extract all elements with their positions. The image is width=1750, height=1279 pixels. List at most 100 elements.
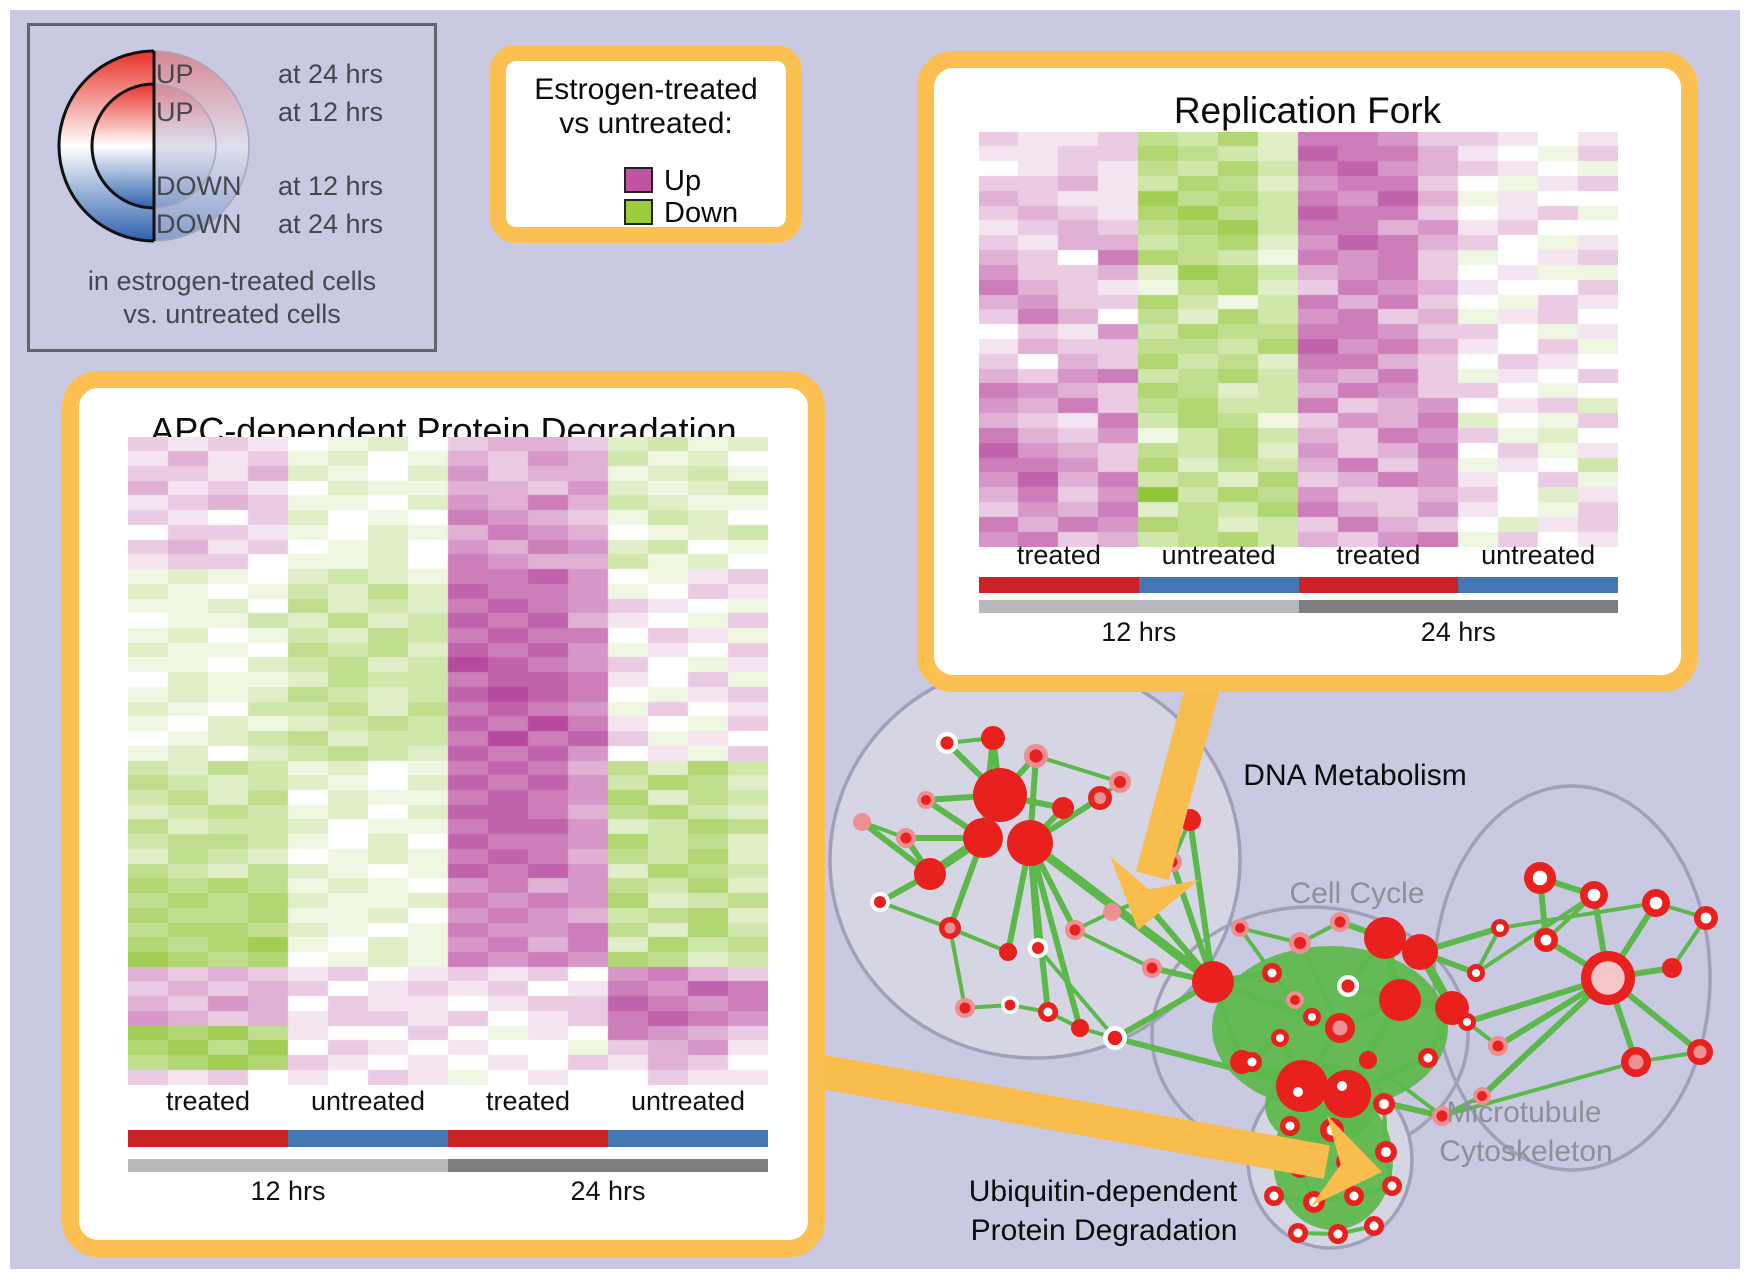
node-circle — [921, 795, 931, 805]
network-node — [1642, 889, 1670, 917]
node-circle — [944, 922, 956, 934]
node-circle — [1532, 870, 1548, 886]
node-circle — [1275, 1033, 1285, 1043]
node-circle — [1103, 903, 1121, 921]
key-row-time: at 24 hrs — [278, 209, 384, 239]
down-color-swatch — [624, 199, 653, 225]
network-node — [1192, 961, 1234, 1003]
key-row-dir: UP — [156, 59, 194, 89]
network-edge — [1035, 754, 1121, 784]
node-circle — [1332, 1020, 1348, 1036]
node-circle — [874, 896, 886, 908]
time-label: 12 hrs — [1101, 617, 1177, 647]
replication-fork-panel: Replication Fork treated untreated treated… — [917, 51, 1698, 692]
group-label-untreated: untreated — [310, 1086, 426, 1116]
condition-bar-untreated — [1458, 577, 1618, 593]
network-node — [1473, 1087, 1491, 1105]
node-circle — [1495, 923, 1505, 933]
network-node — [1458, 1013, 1476, 1031]
network-edge — [1036, 946, 1117, 1040]
arrow-head — [1310, 1115, 1382, 1206]
network-node — [1662, 958, 1682, 978]
condition-bar-treated — [1298, 577, 1459, 593]
network-node — [1288, 1223, 1308, 1243]
network-node — [936, 732, 958, 754]
node-circle — [1293, 1087, 1303, 1097]
node-circle — [1628, 1054, 1644, 1070]
node-circle — [1387, 1181, 1397, 1191]
group-label-treated: treated — [165, 1086, 251, 1116]
node-circle — [1333, 1229, 1343, 1239]
network-node — [870, 892, 890, 912]
network-node — [1491, 919, 1509, 937]
node-circle — [1423, 1053, 1433, 1063]
network-node — [999, 943, 1017, 961]
node-circle — [1004, 999, 1016, 1011]
condition-bar-untreated — [288, 1130, 448, 1147]
node-circle — [1192, 961, 1234, 1003]
node-circle — [1285, 1121, 1295, 1131]
network-node — [1375, 1141, 1397, 1163]
network-node — [1364, 1216, 1384, 1236]
network-label: Ubiquitin-dependent — [968, 1175, 1238, 1208]
apc-degradation-panel: APC-dependent Protein Degradation treate… — [62, 371, 825, 1257]
network-node — [1344, 1186, 1364, 1206]
node-circle — [1662, 958, 1682, 978]
node-circle — [1029, 749, 1043, 763]
up-color-swatch — [624, 167, 653, 193]
group-label-untreated: untreated — [1481, 540, 1596, 570]
node-circle — [1094, 792, 1106, 804]
network-node — [1088, 786, 1112, 810]
node-circle — [1364, 917, 1406, 959]
rf-heatmap — [979, 132, 1618, 547]
node-circle — [940, 736, 954, 750]
network-edge — [1027, 842, 1083, 1029]
node-circle — [1369, 1221, 1379, 1231]
node-circle — [1492, 1040, 1504, 1052]
network-node — [1231, 919, 1249, 937]
network-node — [939, 917, 961, 939]
network-node — [1303, 1008, 1321, 1026]
network-edge — [1187, 819, 1216, 983]
down-label: Down — [664, 197, 739, 229]
network-edge — [1169, 861, 1216, 983]
node-circle — [1337, 1081, 1347, 1091]
time-label: 24 hrs — [570, 1176, 646, 1206]
node-circle — [1591, 961, 1625, 995]
network-node — [1687, 1039, 1713, 1065]
time-bar-12-hrs — [128, 1159, 448, 1172]
network-edge — [1479, 975, 1611, 1099]
node-circle — [853, 813, 871, 831]
node-circle — [973, 768, 1027, 822]
node-circle — [1146, 962, 1158, 974]
group-label-treated: treated — [1016, 540, 1101, 570]
node-circle — [1247, 1057, 1257, 1067]
node-circle — [1043, 1007, 1053, 1017]
key-row-dir: DOWN — [156, 209, 242, 239]
estrogen-legend-box: Estrogen-treated vs untreated: Up Down — [490, 45, 802, 243]
network-node — [1359, 1051, 1377, 1069]
group-label-treated: treated — [485, 1086, 571, 1116]
network-edge — [879, 900, 951, 930]
node-circle — [1693, 1045, 1707, 1059]
network-node — [1581, 951, 1635, 1005]
network-node — [1330, 912, 1350, 932]
network-node — [1103, 1026, 1127, 1050]
node-circle — [1477, 1091, 1487, 1101]
network-label: Cell Cycle — [1289, 877, 1425, 910]
node-circle — [900, 832, 912, 844]
arrow — [1110, 655, 1227, 930]
node-circle — [959, 1002, 971, 1014]
network-node — [853, 813, 871, 831]
network-node — [973, 768, 1027, 822]
network-node — [1052, 797, 1074, 819]
condition-bar-treated — [128, 1130, 288, 1147]
node-circle — [963, 818, 1003, 858]
arrow — [787, 1049, 1382, 1206]
network-node — [1402, 934, 1438, 970]
condition-bar-untreated — [608, 1130, 768, 1147]
arrow-shaft — [787, 1049, 1330, 1179]
node-circle — [914, 858, 946, 890]
network-label: Protein Degradation — [970, 1214, 1238, 1247]
